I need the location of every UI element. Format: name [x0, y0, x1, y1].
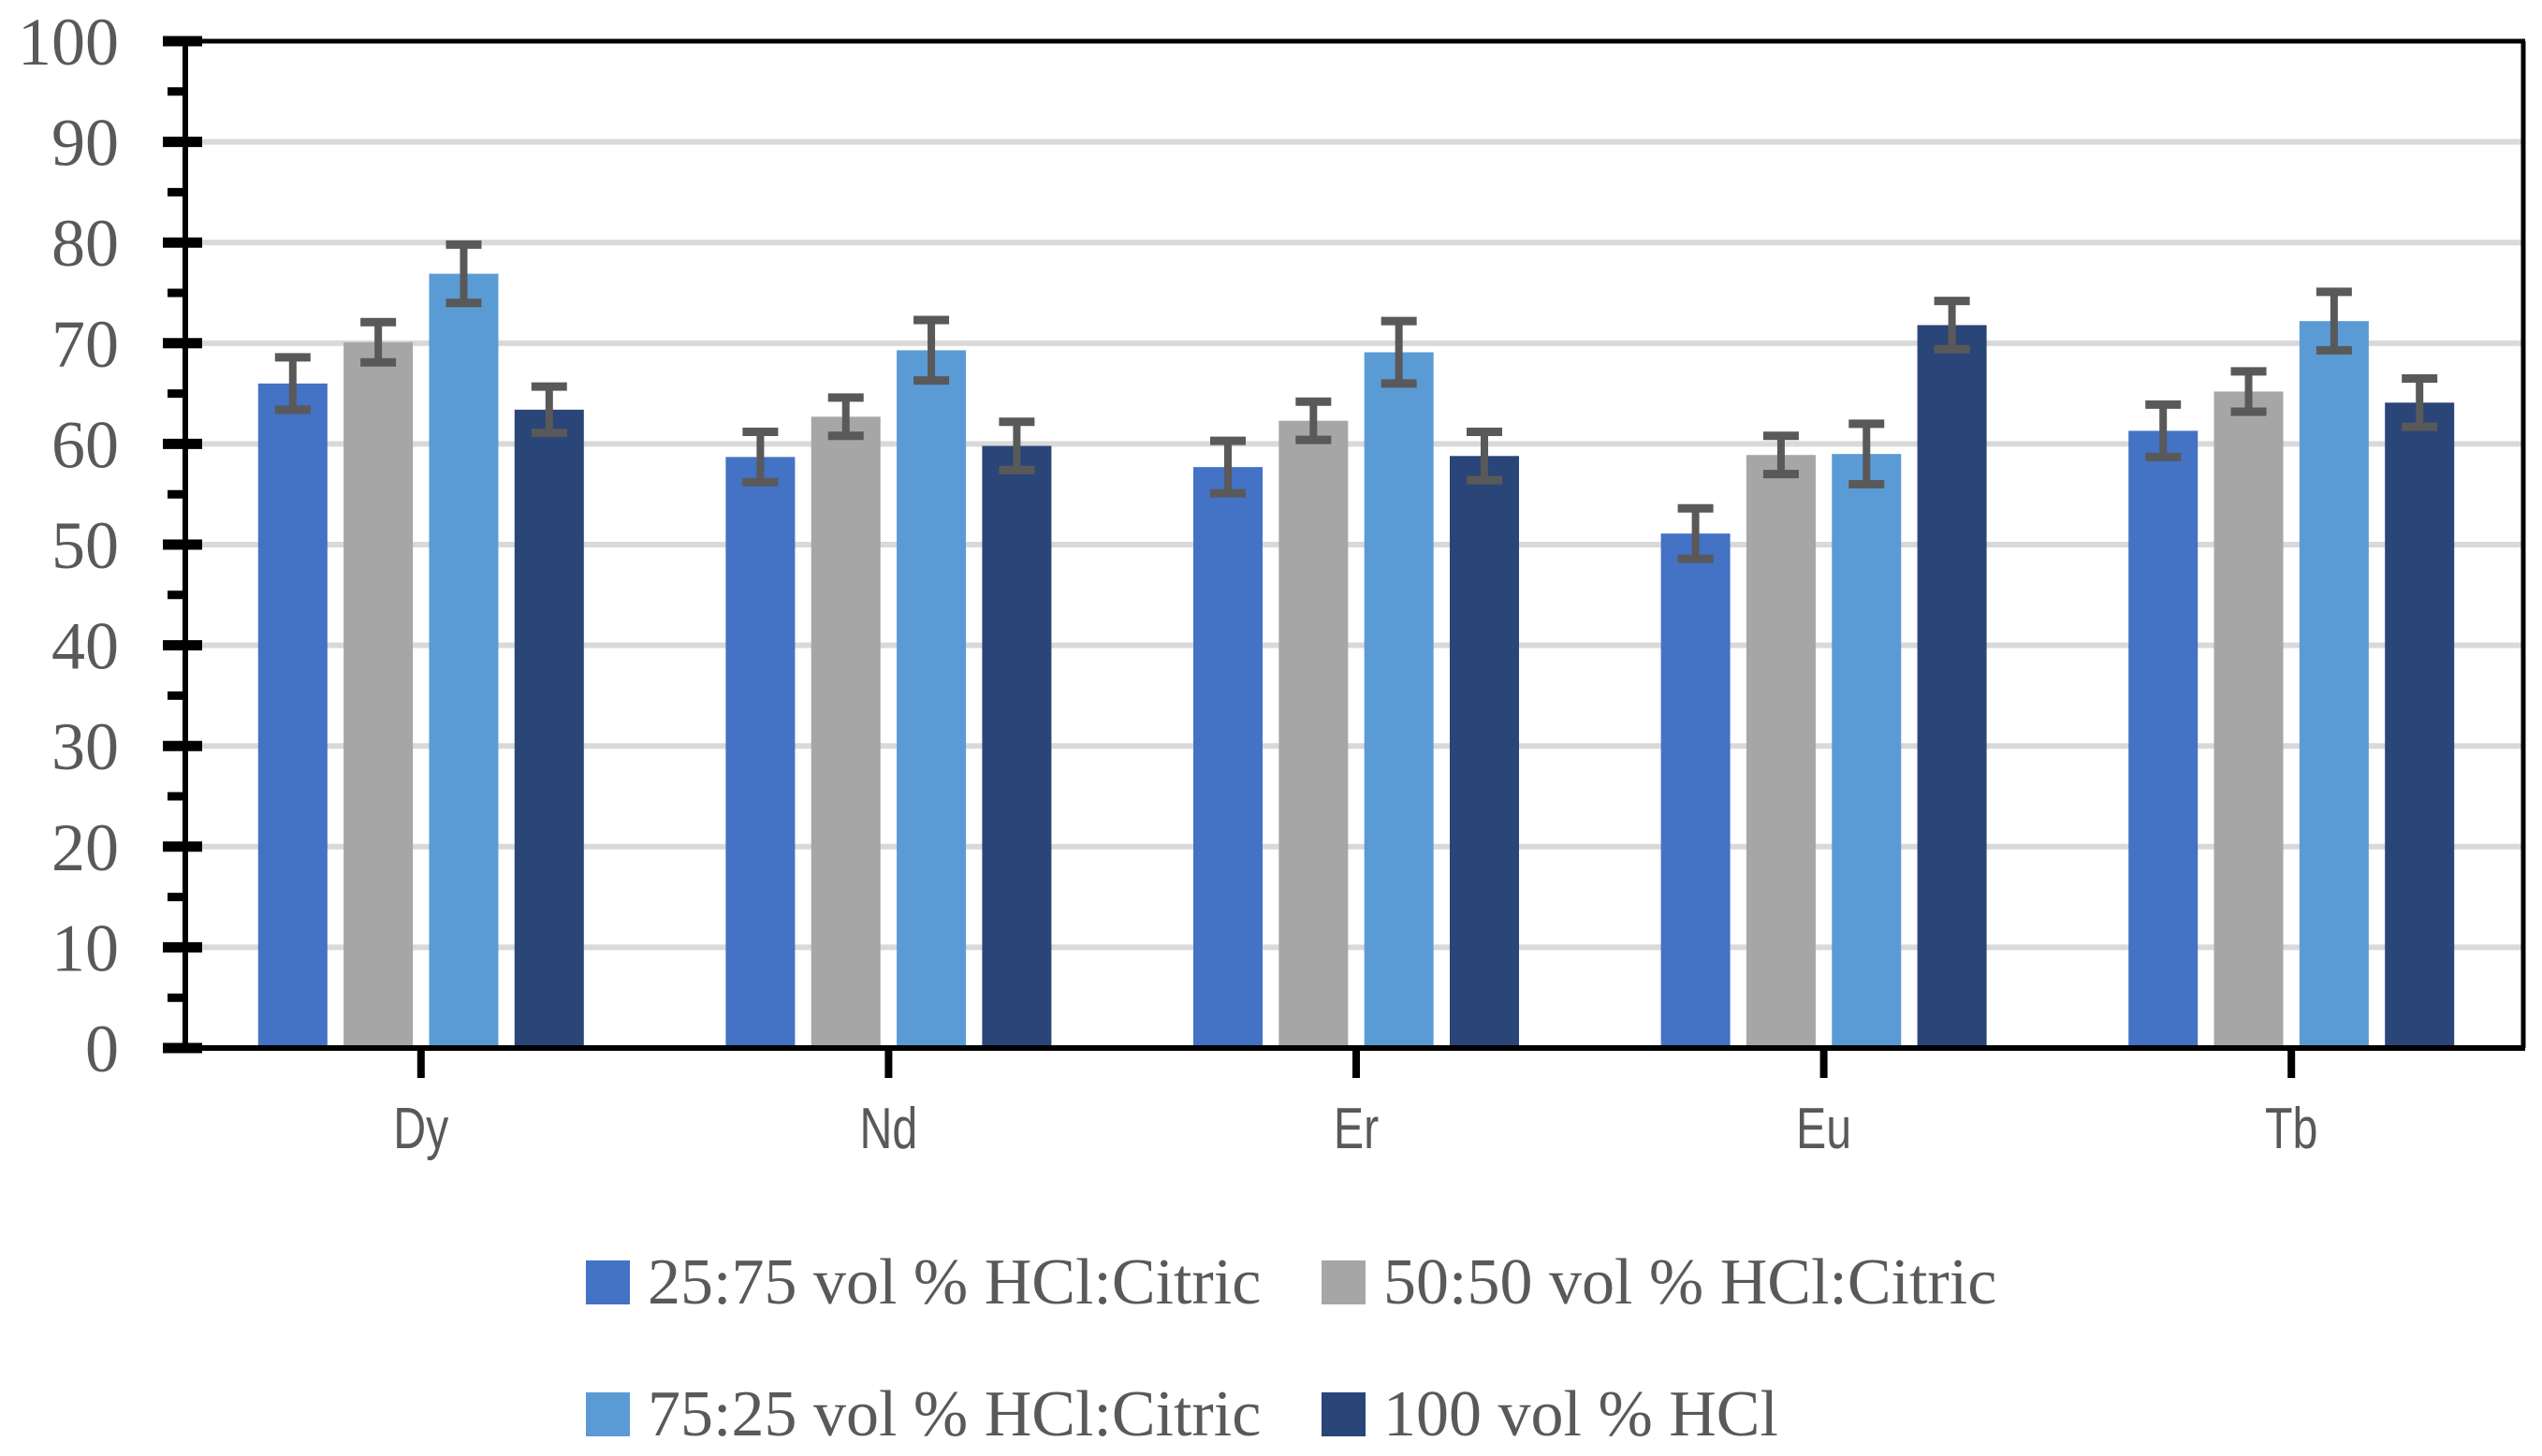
legend-item-100-hcl: 100 vol % HCl	[1322, 1381, 1778, 1447]
bar-Tb-series3	[2299, 321, 2369, 1048]
bar-Eu-series2	[1746, 455, 1816, 1049]
bar-Tb-series4	[2385, 402, 2455, 1048]
legend-item-50-50: 50:50 vol % HCl:Citric	[1322, 1249, 1996, 1315]
x-axis-label-Tb: Tb	[2265, 1096, 2317, 1160]
y-axis-label-40: 40	[51, 609, 119, 684]
bar-Tb-series1	[2128, 430, 2199, 1048]
y-axis-label-90: 90	[51, 106, 119, 181]
x-axis-label-Nd: Nd	[860, 1096, 918, 1160]
y-axis-label-10: 10	[51, 910, 119, 985]
legend-item-75-25: 75:25 vol % HCl:Citric	[586, 1381, 1261, 1447]
x-axis-label-Er: Er	[1334, 1096, 1379, 1160]
bar-Nd-series1	[725, 457, 796, 1048]
legend-swatch-25-75	[586, 1260, 630, 1304]
bar-Dy-series2	[343, 342, 414, 1048]
legend-label-100-hcl: 100 vol % HCl	[1383, 1377, 1778, 1450]
y-axis-label-80: 80	[51, 206, 119, 281]
y-axis-label-60: 60	[51, 407, 119, 482]
bar-Eu-series4	[1917, 325, 1987, 1048]
bar-Nd-series4	[982, 445, 1052, 1048]
bar-Dy-series4	[514, 409, 584, 1048]
bar-Er-series4	[1449, 456, 1519, 1048]
y-axis-label-70: 70	[51, 307, 119, 382]
bar-Eu-series1	[1660, 533, 1731, 1048]
y-axis-label-50: 50	[51, 508, 119, 583]
legend-label-25-75: 25:75 vol % HCl:Citric	[648, 1245, 1262, 1318]
y-axis-label-20: 20	[51, 810, 119, 885]
y-axis-label-30: 30	[51, 709, 119, 784]
bar-Eu-series3	[1832, 454, 1902, 1048]
x-axis-label-Eu: Eu	[1796, 1096, 1851, 1160]
bar-Dy-series3	[429, 273, 499, 1048]
bar-Nd-series2	[811, 416, 881, 1048]
legend-label-50-50: 50:50 vol % HCl:Citric	[1383, 1245, 1997, 1318]
legend-label-75-25: 75:25 vol % HCl:Citric	[648, 1377, 1262, 1450]
x-axis-label-Dy: Dy	[393, 1096, 448, 1160]
legend-swatch-75-25	[586, 1392, 630, 1436]
bar-Tb-series2	[2213, 391, 2284, 1048]
legend-swatch-50-50	[1322, 1260, 1366, 1304]
bar-Nd-series3	[897, 350, 967, 1048]
bar-Er-series2	[1278, 420, 1349, 1049]
legend-swatch-100-hcl	[1322, 1392, 1366, 1436]
bar-Er-series1	[1193, 467, 1264, 1048]
bar-Er-series3	[1364, 352, 1434, 1048]
y-axis-label-0: 0	[85, 1012, 119, 1086]
y-axis-label-100: 100	[18, 5, 119, 80]
legend-item-25-75: 25:75 vol % HCl:Citric	[586, 1249, 1261, 1315]
bar-Dy-series1	[257, 383, 328, 1049]
